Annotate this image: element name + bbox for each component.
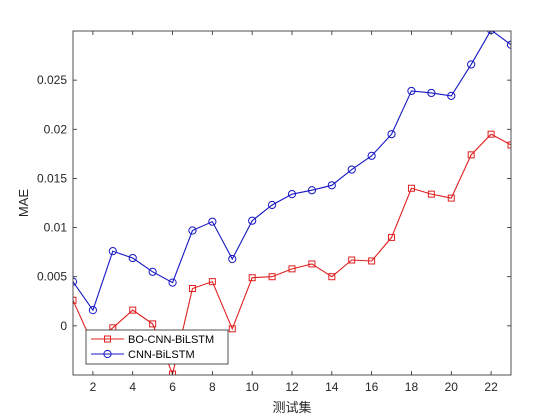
ticks-layer: 2 4 6 8 10 12 14 16 18 20 22 0 0.005 0.01 0.015 0.02 0.0… — [37, 31, 511, 394]
point-bo-cnn-bilstm-21 — [467, 151, 475, 159]
series-line-cnn-bilstm — [73, 31, 511, 312]
point-bo-cnn-bilstm-22 — [487, 130, 495, 138]
point-cnn-bilstm-14 — [327, 181, 336, 190]
point-bo-cnn-bilstm-17 — [388, 233, 396, 241]
point-cnn-bilstm-17 — [387, 130, 396, 139]
series-layer — [73, 31, 511, 375]
point-cnn-bilstm-12 — [287, 190, 297, 199]
legend: BO-CNN-BiLSTM CNN-BiLSTM — [85, 329, 229, 365]
y-tick-label: 0.01 — [44, 221, 68, 235]
point-bo-cnn-bilstm-20 — [447, 194, 455, 202]
legend-marker — [103, 349, 112, 359]
y-tick-label: 0.025 — [37, 73, 67, 87]
point-cnn-bilstm-5 — [148, 267, 157, 276]
point-cnn-bilstm-6 — [168, 278, 177, 287]
y-tick-label: 0.005 — [37, 270, 67, 284]
point-bo-cnn-bilstm-15 — [348, 256, 356, 264]
point-bo-cnn-bilstm-7 — [188, 285, 196, 293]
x-tick-label: 12 — [285, 380, 299, 394]
x-tick-label: 8 — [209, 380, 216, 394]
point-cnn-bilstm-8 — [208, 217, 217, 226]
series-cnn-bilstm — [73, 31, 511, 315]
point-cnn-bilstm-16 — [367, 151, 376, 160]
point-cnn-bilstm-9 — [228, 254, 237, 264]
point-bo-cnn-bilstm-13 — [308, 260, 316, 268]
x-tick-label: 18 — [405, 380, 419, 394]
point-bo-cnn-bilstm-12 — [288, 265, 296, 273]
legend-item-bo-cnn-bilstm: BO-CNN-BiLSTM — [91, 334, 214, 346]
x-tick-label: 6 — [169, 380, 176, 394]
legend-item-cnn-bilstm: CNN-BiLSTM — [91, 349, 195, 361]
point-cnn-bilstm-11 — [267, 200, 277, 210]
y-tick-label: 0.015 — [37, 171, 67, 185]
point-bo-cnn-bilstm-5 — [149, 320, 157, 328]
point-cnn-bilstm-2 — [88, 306, 98, 315]
x-tick-label: 2 — [90, 380, 97, 394]
x-tick-label: 14 — [325, 380, 339, 394]
point-bo-cnn-bilstm-18 — [407, 184, 415, 192]
legend-label: BO-CNN-BiLSTM — [128, 334, 214, 346]
series-line-bo-cnn-bilstm — [73, 133, 511, 375]
point-bo-cnn-bilstm-19 — [427, 190, 435, 198]
x-axis-label: 测试集 — [272, 400, 311, 415]
point-bo-cnn-bilstm-11 — [268, 273, 276, 281]
point-cnn-bilstm-7 — [188, 226, 197, 235]
point-bo-cnn-bilstm-10 — [248, 274, 256, 282]
y-tick-label: 0.02 — [44, 122, 68, 136]
point-cnn-bilstm-4 — [128, 253, 137, 263]
x-tick-label: 10 — [246, 380, 260, 394]
point-cnn-bilstm-3 — [108, 247, 117, 256]
series-bo-cnn-bilstm — [73, 130, 511, 375]
y-axis-label: MAE — [16, 189, 31, 218]
point-cnn-bilstm-15 — [347, 165, 356, 174]
x-tick-label: 22 — [484, 380, 498, 394]
x-tick-label: 20 — [445, 380, 459, 394]
x-tick-label: 4 — [129, 380, 136, 394]
point-bo-cnn-bilstm-8 — [208, 278, 216, 286]
point-cnn-bilstm-19 — [427, 88, 436, 98]
point-cnn-bilstm-21 — [467, 60, 476, 69]
y-tick-label: 0 — [60, 319, 67, 333]
legend-marker — [104, 335, 111, 343]
point-bo-cnn-bilstm-9 — [228, 325, 236, 333]
x-tick-label: 16 — [365, 380, 379, 394]
point-bo-cnn-bilstm-4 — [129, 306, 137, 314]
point-cnn-bilstm-20 — [447, 91, 456, 100]
legend-label: CNN-BiLSTM — [128, 349, 195, 361]
point-bo-cnn-bilstm-16 — [368, 257, 376, 265]
point-cnn-bilstm-18 — [407, 86, 416, 96]
point-bo-cnn-bilstm-23 — [507, 141, 511, 149]
plot-area — [73, 31, 511, 375]
point-bo-cnn-bilstm-14 — [328, 273, 336, 281]
point-bo-cnn-bilstm-1 — [73, 296, 77, 304]
point-cnn-bilstm-10 — [248, 216, 257, 225]
point-cnn-bilstm-13 — [307, 186, 317, 195]
